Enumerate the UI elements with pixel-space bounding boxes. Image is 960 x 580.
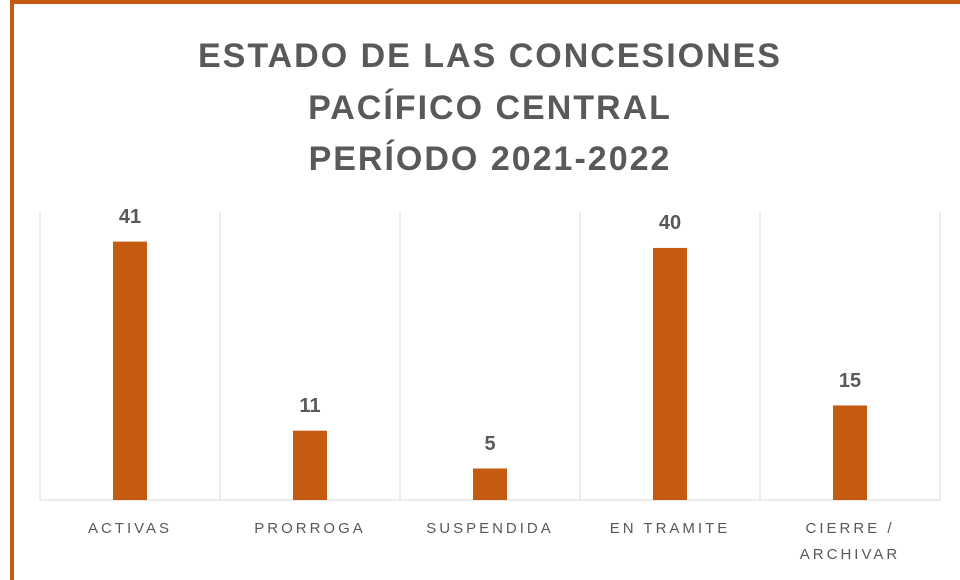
x-tick-label: ACTIVAS bbox=[87, 520, 173, 537]
chart-title: PERÍODO 2021-2022 bbox=[309, 140, 672, 178]
x-tick-label: CIERRE / ARCHIVAR bbox=[799, 520, 901, 563]
x-tick-label: EN TRAMITE bbox=[609, 520, 731, 537]
chart-title: PACÍFICO CENTRAL bbox=[308, 89, 672, 127]
data-label: 11 bbox=[299, 395, 320, 417]
bar bbox=[473, 468, 507, 500]
chart-title: ESTADO DE LAS CONCESIONES bbox=[198, 37, 782, 75]
bar bbox=[833, 405, 867, 500]
data-label: 41 bbox=[119, 206, 141, 228]
x-tick-label: PRORROGA bbox=[254, 520, 366, 537]
data-label: 5 bbox=[484, 433, 495, 455]
bar bbox=[653, 247, 687, 500]
bar bbox=[113, 241, 147, 500]
data-label: 15 bbox=[839, 370, 861, 392]
x-tick-label: SUSPENDIDA bbox=[426, 520, 554, 537]
data-label: 40 bbox=[659, 212, 681, 234]
bar bbox=[293, 430, 327, 500]
